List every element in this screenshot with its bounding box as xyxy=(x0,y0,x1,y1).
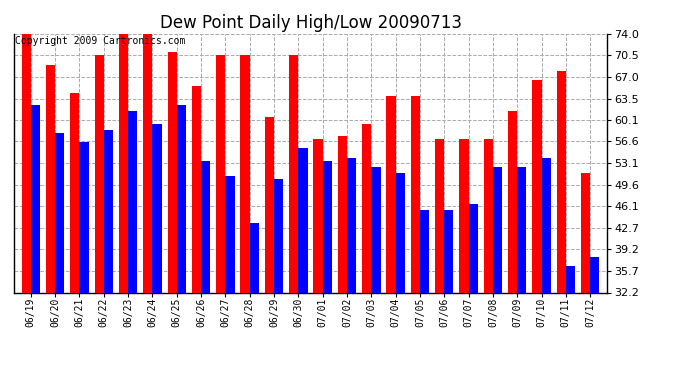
Bar xyxy=(152,123,161,292)
Bar xyxy=(31,105,40,292)
Bar xyxy=(168,53,177,292)
Bar xyxy=(469,204,477,292)
Bar xyxy=(557,71,566,292)
Bar xyxy=(542,158,551,292)
Bar xyxy=(395,173,405,292)
Bar xyxy=(493,167,502,292)
Bar xyxy=(104,130,113,292)
Bar xyxy=(386,96,395,292)
Bar xyxy=(362,123,371,292)
Bar xyxy=(240,56,250,292)
Title: Dew Point Daily High/Low 20090713: Dew Point Daily High/Low 20090713 xyxy=(159,14,462,32)
Bar xyxy=(508,111,518,292)
Bar xyxy=(201,160,210,292)
Bar xyxy=(532,80,542,292)
Bar xyxy=(347,158,356,292)
Bar xyxy=(46,65,55,292)
Bar xyxy=(265,117,274,292)
Bar xyxy=(216,56,226,292)
Bar xyxy=(95,56,103,292)
Bar xyxy=(250,222,259,292)
Bar xyxy=(70,93,79,292)
Bar xyxy=(21,34,31,292)
Bar xyxy=(177,105,186,292)
Bar xyxy=(313,139,323,292)
Bar xyxy=(192,86,201,292)
Bar xyxy=(119,34,128,292)
Text: Copyright 2009 Cartronics.com: Copyright 2009 Cartronics.com xyxy=(15,36,186,46)
Bar xyxy=(79,142,89,292)
Bar xyxy=(566,266,575,292)
Bar xyxy=(144,34,152,292)
Bar xyxy=(226,176,235,292)
Bar xyxy=(460,139,469,292)
Bar xyxy=(323,160,332,292)
Bar xyxy=(590,256,600,292)
Bar xyxy=(371,167,381,292)
Bar xyxy=(128,111,137,292)
Bar xyxy=(411,96,420,292)
Bar xyxy=(518,167,526,292)
Bar xyxy=(337,136,347,292)
Bar xyxy=(581,173,590,292)
Bar xyxy=(298,148,308,292)
Bar xyxy=(289,56,298,292)
Bar xyxy=(420,210,429,292)
Bar xyxy=(444,210,453,292)
Bar xyxy=(435,139,444,292)
Bar xyxy=(274,179,284,292)
Bar xyxy=(55,133,64,292)
Bar xyxy=(484,139,493,292)
